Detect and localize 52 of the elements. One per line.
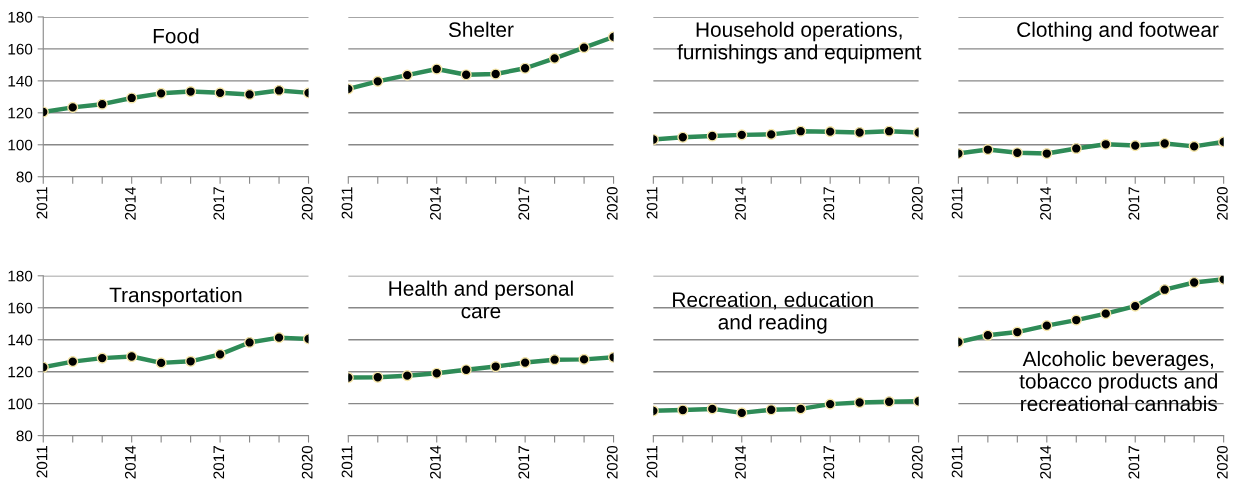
y-tick-label: 120 (8, 366, 33, 378)
x-tick-label: 2020 (301, 187, 313, 220)
y-tick-label: 180 (8, 270, 33, 282)
x-tick-label: 2017 (518, 446, 530, 479)
x-tick-label: 2011 (36, 446, 48, 478)
text: Recreation, education and reading (673, 291, 873, 334)
x-tick-label: 2014 (124, 445, 136, 479)
y-tick-label: 180 (8, 11, 33, 23)
x-tick-label: 2017 (213, 187, 225, 220)
x-tick-label: 2020 (911, 187, 923, 220)
x-tick-label: 2014 (124, 186, 136, 220)
x-tick-label: 2011 (951, 187, 963, 219)
x-tick-label: 2011 (341, 187, 353, 219)
x-tick-label: 2011 (36, 187, 48, 219)
text: Alcoholic beverages, tobacco products and recreational cannabis (1019, 350, 1218, 412)
chart-title: Shelter (448, 21, 514, 38)
x-tick-label: 2017 (518, 187, 530, 220)
y-tick-label: 140 (8, 75, 33, 87)
y-tick-label: 140 (8, 334, 33, 346)
x-tick-label: 2020 (606, 445, 618, 479)
x-tick-label: 2020 (606, 187, 618, 220)
x-tick-label: 2011 (646, 187, 658, 219)
y-tick-label: 160 (8, 43, 33, 55)
y-tick-label: 80 (16, 430, 33, 442)
x-tick-label: 2011 (341, 446, 353, 478)
x-tick-label: 2011 (951, 446, 963, 478)
x-tick-label: 2017 (213, 446, 225, 479)
x-tick-label: 2017 (823, 187, 835, 220)
chart-title: Food (153, 28, 199, 44)
x-tick-label: 2020 (1216, 187, 1228, 220)
y-tick-label: 100 (8, 398, 33, 410)
x-tick-label: 2014 (735, 186, 746, 220)
x-tick-label: 2017 (823, 446, 835, 479)
x-tick-label: 2014 (430, 186, 441, 220)
x-tick-label: 2020 (911, 445, 923, 479)
chart-title: Clothing and footwear (1017, 21, 1219, 42)
x-tick-label: 2020 (1216, 445, 1228, 479)
x-tick-label: 2014 (1040, 445, 1051, 479)
y-tick-label: 100 (8, 139, 33, 151)
text: Transportation (109, 286, 242, 307)
x-tick-label: 2011 (646, 446, 658, 478)
x-tick-label: 2014 (1040, 186, 1051, 220)
text: Health and personal care (389, 280, 573, 319)
x-tick-label: 2014 (735, 445, 746, 479)
text: Household operations, furnishings and equipment (677, 21, 922, 64)
y-tick-label: 80 (16, 171, 33, 183)
x-tick-label: 2017 (1128, 446, 1140, 479)
x-tick-label: 2017 (1128, 187, 1140, 220)
x-tick-label: 2020 (301, 445, 313, 479)
x-tick-label: 2014 (430, 445, 441, 479)
y-tick-label: 160 (8, 302, 33, 314)
y-tick-label: 120 (8, 107, 33, 119)
